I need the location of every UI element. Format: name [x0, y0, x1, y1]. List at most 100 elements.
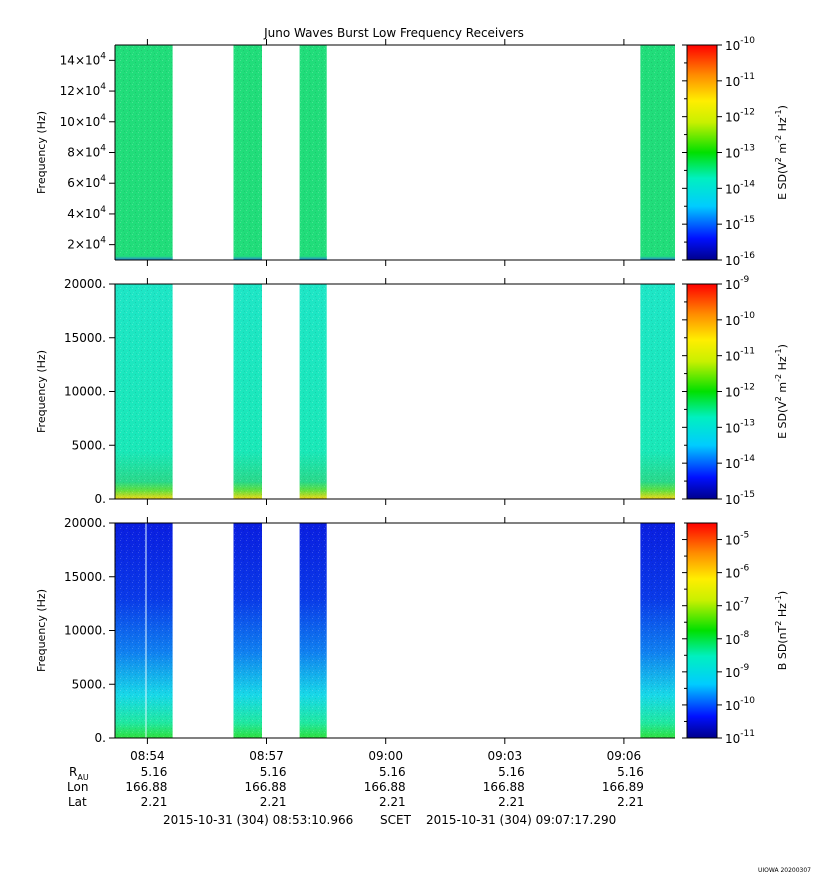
time-axis: 08:545.16166.882.2108:575.16166.882.2109…: [125, 749, 644, 809]
y-axis-label-middle: Frequency (Hz): [35, 350, 48, 433]
colorbar-tick-label-top-0: 10-10: [725, 36, 755, 53]
ephemeris-r-0: 5.16: [141, 765, 168, 779]
y-tick-label-middle-2: 10000.: [64, 385, 106, 399]
panel-bottom: 20000. 15000. 10000. 5000. 0. Frequency (Hz) 1…: [35, 516, 789, 746]
ephemeris-lon-1: 166.88: [245, 780, 287, 794]
colorbar-tick-label-middle-3: 10-12: [725, 383, 755, 400]
colorbar-tick-label-top-5: 10-15: [725, 215, 755, 232]
y-tick-label-top-5: 4×104: [67, 205, 106, 221]
colorbar-tick-label-bottom-0: 10-5: [725, 531, 749, 548]
colorbar-tick-label-top-2: 10-12: [725, 108, 755, 125]
y-tick-label-bottom-2: 10000.: [64, 624, 106, 638]
colorbar-tick-label-bottom-4: 10-9: [725, 663, 750, 680]
time-tick-label-2: 09:00: [368, 749, 403, 763]
time-tick-label-4: 09:06: [607, 749, 642, 763]
burst-texture-top-3: [299, 45, 327, 260]
colorbar-tick-label-middle-1: 10-10: [725, 311, 755, 328]
ephemeris-lon-2: 166.88: [364, 780, 406, 794]
time-tick-label-0: 08:54: [130, 749, 165, 763]
y-tick-label-top-1: 12×104: [60, 82, 107, 98]
colorbar-tick-label-top-4: 10-14: [725, 179, 755, 196]
burst-low-band-2: [233, 256, 262, 260]
y-tick-label-bottom-3: 5000.: [72, 677, 106, 691]
ephemeris-lat-2: 2.21: [379, 795, 406, 809]
colorbar-tick-label-middle-6: 10-15: [725, 490, 755, 507]
colorbar-label-bottom: B SD(nT2 Hz-1): [774, 591, 789, 670]
y-tick-label-top-3: 8×104: [67, 144, 106, 160]
colorbar-tick-label-bottom-5: 10-10: [725, 696, 755, 713]
time-tick-label-3: 09:03: [488, 749, 523, 763]
panels: 14×104 12×104 10×104 8×104 6×104 4×104 2×104 Fr…: [35, 36, 789, 746]
ephemeris-lon-3: 166.88: [483, 780, 525, 794]
burst-texture-bottom-3: [299, 523, 327, 738]
y-axis-label-top: Frequency (Hz): [35, 111, 48, 194]
colorbar-bottom: [686, 522, 718, 739]
chart-title: Juno Waves Burst Low Frequency Receivers: [263, 26, 524, 40]
burst-low-band-3: [299, 256, 327, 260]
colorbar-tick-label-bottom-1: 10-6: [725, 564, 750, 581]
colorbar-tick-label-top-3: 10-13: [725, 144, 755, 161]
y-tick-label-bottom-0: 20000.: [64, 516, 106, 530]
panel-middle: 20000. 15000. 10000. 5000. 0. Frequency (Hz) 1…: [35, 275, 789, 507]
colorbar-middle: [686, 283, 718, 500]
y-tick-label-middle-3: 5000.: [72, 438, 106, 452]
ephemeris-lon-0: 166.88: [125, 780, 167, 794]
footer-start-time: 2015-10-31 (304) 08:53:10.966: [163, 813, 353, 827]
ephemeris-label-r-sub: AU: [77, 773, 88, 782]
burst-texture-top-1: [115, 45, 173, 260]
y-tick-label-middle-1: 15000.: [64, 331, 106, 345]
burst-texture-bottom-4: [640, 523, 675, 738]
y-tick-label-top-0: 14×104: [60, 51, 107, 67]
footer-scet: SCET: [380, 813, 412, 827]
ephemeris-row-labels: RAU Lon Lat: [67, 765, 89, 809]
y-tick-label-bottom-1: 15000.: [64, 570, 106, 584]
ephemeris-label-r: RAU: [69, 765, 89, 782]
burst-texture-middle-1: [115, 284, 173, 499]
y-tick-label-top-4: 6×104: [67, 174, 106, 190]
ephemeris-lat-4: 2.21: [617, 795, 644, 809]
ephemeris-lat-1: 2.21: [260, 795, 287, 809]
y-tick-label-middle-4: 0.: [95, 492, 106, 506]
colorbar-tick-label-bottom-2: 10-7: [725, 597, 749, 614]
colorbar-tick-label-middle-0: 10-9: [725, 275, 750, 292]
ephemeris-label-lon: Lon: [67, 780, 88, 794]
colorbar-top: [686, 44, 718, 261]
footer: 2015-10-31 (304) 08:53:10.966 SCET 2015-…: [163, 813, 616, 827]
burst-texture-top-4: [640, 45, 675, 260]
ephemeris-lon-4: 166.89: [602, 780, 644, 794]
ephemeris-r-4: 5.16: [617, 765, 644, 779]
colorbar-label-top: E SD(V2 m-2 Hz-1): [774, 105, 789, 200]
panel-top: 14×104 12×104 10×104 8×104 6×104 4×104 2×104 Fr…: [35, 36, 789, 268]
colorbar-tick-label-bottom-6: 10-11: [725, 729, 755, 746]
ephemeris-lat-0: 2.21: [141, 795, 168, 809]
y-tick-label-top-6: 2×104: [67, 236, 106, 252]
ephemeris-r-3: 5.16: [498, 765, 525, 779]
burst-texture-bottom-1: [115, 523, 173, 738]
burst-texture-top-2: [233, 45, 262, 260]
colorbar-tick-label-middle-5: 10-14: [725, 454, 755, 471]
y-tick-label-middle-0: 20000.: [64, 277, 106, 291]
time-tick-label-1: 08:57: [249, 749, 284, 763]
watermark: UIOWA 20200307: [758, 867, 811, 874]
ephemeris-lat-3: 2.21: [498, 795, 525, 809]
burst-low-band-4: [640, 256, 675, 260]
burst-low-band-1: [115, 256, 173, 260]
burst-texture-middle-2: [233, 284, 262, 499]
ephemeris-r-1: 5.16: [260, 765, 287, 779]
y-tick-label-top-2: 10×104: [60, 113, 107, 129]
ephemeris-r-2: 5.16: [379, 765, 406, 779]
colorbar-tick-label-middle-2: 10-11: [725, 347, 755, 364]
burst-texture-middle-4: [640, 284, 675, 499]
burst-texture-bottom-2: [233, 523, 262, 738]
footer-end-time: 2015-10-31 (304) 09:07:17.290: [426, 813, 616, 827]
colorbar-label-middle: E SD(V2 m-2 Hz-1): [774, 344, 789, 439]
y-tick-label-bottom-4: 0.: [95, 731, 106, 745]
colorbar-tick-label-top-6: 10-16: [725, 251, 755, 268]
burst-texture-middle-3: [299, 284, 327, 499]
colorbar-tick-label-middle-4: 10-13: [725, 418, 755, 435]
y-axis-label-bottom: Frequency (Hz): [35, 589, 48, 672]
colorbar-tick-label-top-1: 10-11: [725, 72, 755, 89]
ephemeris-label-lat: Lat: [68, 795, 87, 809]
colorbar-tick-label-bottom-3: 10-8: [725, 630, 750, 647]
